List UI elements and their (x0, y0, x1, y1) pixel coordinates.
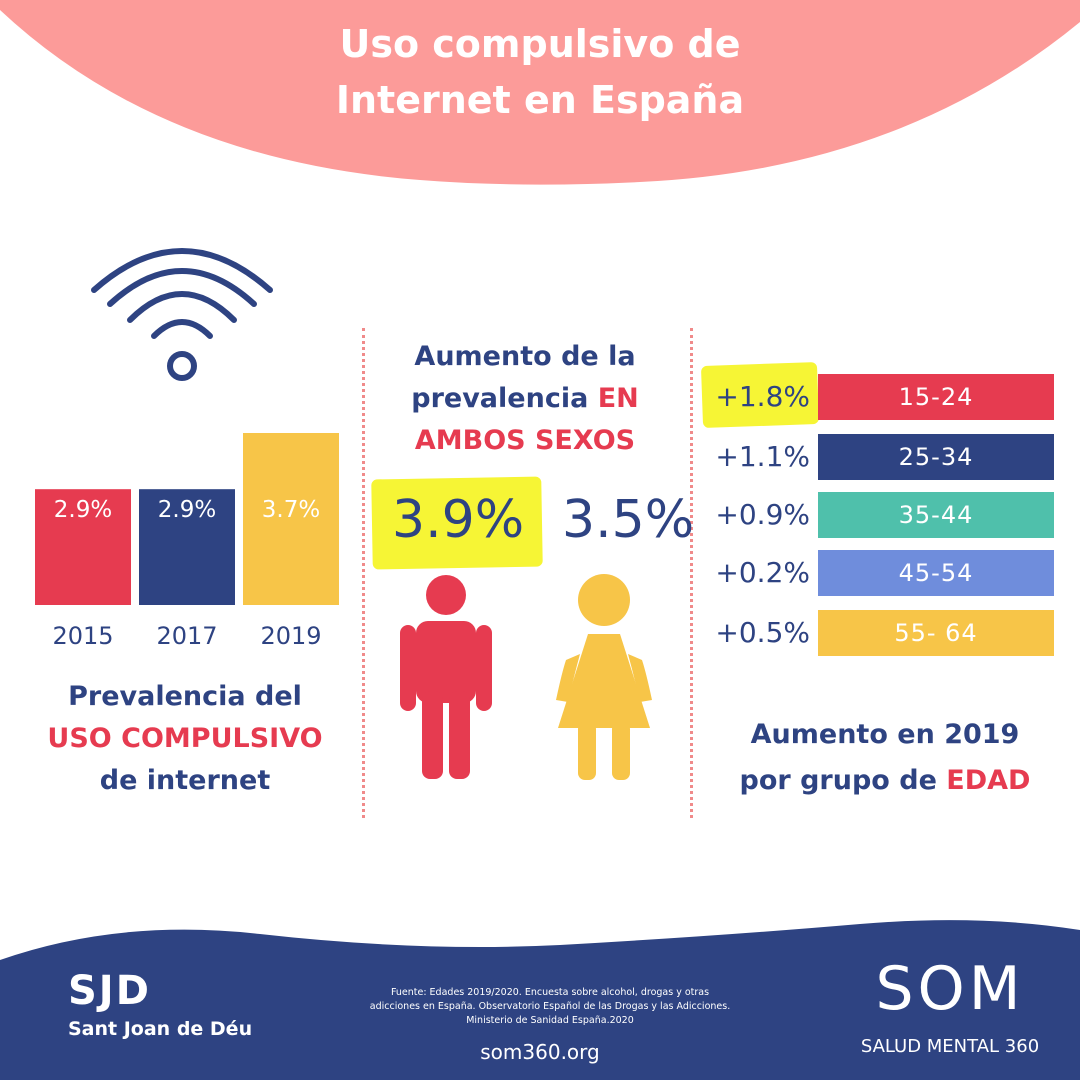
page-title-line1: Uso compulsivo de (339, 22, 741, 66)
website-link[interactable]: som360.org (480, 1040, 600, 1064)
age-increase-value: +1.8% (715, 380, 810, 413)
x-tick-label: 2017 (156, 622, 218, 650)
right-heading-line1: Aumento en 2019 (750, 719, 1020, 750)
source-line2: adicciones en España. Observatorio Españ… (369, 1001, 731, 1012)
right-heading-line2b: EDAD (946, 765, 1031, 796)
female-value: 3.5% (562, 490, 695, 550)
divider-right (690, 328, 693, 818)
woman-icon (556, 574, 652, 780)
sjd-name: Sant Joan de Déu (68, 1018, 253, 1040)
man-icon (400, 575, 492, 779)
left-heading-line1: Prevalencia del (68, 681, 302, 712)
left-heading-line3: de internet (99, 765, 271, 796)
right-heading-line2a: por grupo de (739, 765, 947, 796)
age-group-bar: 25-34 (818, 434, 1054, 480)
divider-left (362, 328, 365, 818)
age-group-bar: 35-44 (818, 492, 1054, 538)
source-line3: Ministerio de Sanidad España.2020 (466, 1015, 634, 1026)
sjd-logo: SJD (68, 968, 151, 1014)
middle-heading-line2a: prevalencia (411, 383, 598, 414)
bar-value-label: 2.9% (158, 497, 216, 523)
source-text: Fuente: Edades 2019/2020. Encuesta sobre… (340, 986, 760, 1028)
left-heading-line2: USO COMPULSIVO (47, 723, 323, 754)
page-title-line2: Internet en España (335, 78, 745, 122)
male-value: 3.9% (392, 490, 525, 550)
age-group-bar: 15-24 (818, 374, 1054, 420)
middle-heading: Aumento de la prevalencia EN AMBOS SEXOS (375, 336, 675, 462)
age-increase-value: +0.5% (715, 616, 810, 649)
source-line1: Fuente: Edades 2019/2020. Encuesta sobre… (390, 987, 710, 998)
age-increase-value: +1.1% (715, 440, 810, 473)
x-tick-label: 2015 (52, 622, 114, 650)
age-group-bar: 55- 64 (818, 610, 1054, 656)
bar-2019 (243, 433, 339, 605)
right-heading: Aumento en 2019 por grupo de EDAD (720, 712, 1050, 804)
bar-value-label: 3.7% (262, 497, 320, 523)
middle-heading-line2b: EN (597, 383, 639, 414)
age-increase-value: +0.2% (715, 556, 810, 589)
bar-2015 (35, 489, 131, 605)
som-tagline: SALUD MENTAL 360 (860, 1036, 1040, 1057)
som-logo: SOM (875, 954, 1025, 1024)
middle-heading-line3: AMBOS SEXOS (414, 425, 636, 456)
age-group-bar: 45-54 (818, 550, 1054, 596)
bar-2017 (139, 489, 235, 605)
middle-heading-line1: Aumento de la (414, 341, 636, 372)
age-increase-value: +0.9% (715, 498, 810, 531)
bar-value-label: 2.9% (54, 497, 112, 523)
wifi-icon (91, 248, 273, 381)
footer-wave (0, 920, 1080, 1080)
prevalence-bar-chart: 2.9% 2.9% 3.7% (35, 433, 339, 605)
left-heading: Prevalencia del USO COMPULSIVO de intern… (20, 676, 350, 802)
header-wave (0, 0, 1080, 185)
x-tick-label: 2019 (260, 622, 322, 650)
